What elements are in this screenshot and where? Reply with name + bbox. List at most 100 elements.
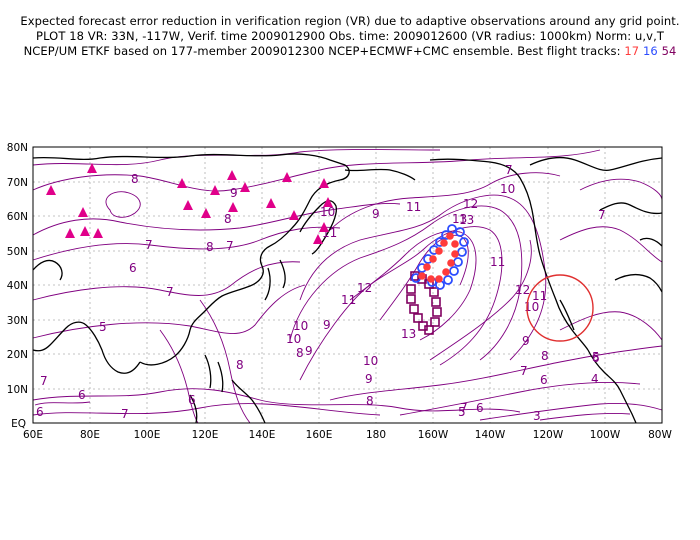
contour-label: 3 (533, 409, 541, 423)
track-marker (406, 294, 416, 304)
verification-region-circle (526, 274, 594, 342)
track-marker (446, 232, 454, 240)
triangle-marker (87, 163, 97, 173)
contour-label: 6 (36, 405, 44, 419)
contour-label: 11 (341, 293, 356, 307)
triangle-marker (282, 172, 292, 182)
contour-label: 8 (206, 240, 214, 254)
triangle-marker (177, 178, 187, 188)
contour-label: 9 (305, 344, 313, 358)
latitude-labels: EQ 10N 20N 30N 40N 50N 60N 70N 80N (7, 142, 28, 430)
triangle-marker (240, 182, 250, 192)
lat-label: 10N (7, 384, 28, 396)
track-marker (406, 284, 416, 294)
track-label-16: 16 (642, 44, 658, 58)
track-marker (424, 325, 434, 335)
contour-labels: 8 9 8 7 6 7 8 7 5 6 7 6 8 9 10 11 12 13 … (36, 163, 606, 423)
contour-label: 8 (224, 212, 232, 226)
track-marker (443, 275, 453, 285)
lat-label: 20N (7, 349, 28, 361)
contour-label: 13 (459, 213, 474, 227)
contour-label: 10 (363, 354, 378, 368)
lon-label: 80E (80, 429, 100, 441)
triangle-marker (289, 210, 299, 220)
triangle-marker (46, 185, 56, 195)
contour-label: 7 (40, 374, 48, 388)
contour-label: 11 (532, 289, 547, 303)
title-line-3: NCEP/UM ETKF based on 177-member 2009012… (0, 44, 700, 59)
contour-label: 6 (540, 373, 548, 387)
track-marker (431, 297, 441, 307)
track-marker (455, 227, 465, 237)
lon-label: 100E (134, 429, 161, 441)
triangle-marker (201, 208, 211, 218)
contour-label: 6 (129, 261, 137, 275)
lat-label: 30N (7, 315, 28, 327)
triangle-marker (319, 178, 329, 188)
lon-label: 180 (366, 429, 386, 441)
triangle-marker (65, 228, 75, 238)
contour-lines (32, 149, 663, 424)
contour-label: 8 (366, 394, 374, 408)
contour-label: 11 (490, 255, 505, 269)
contour-label: 6 (78, 388, 86, 402)
lon-label: 60E (23, 429, 43, 441)
track-marker (418, 272, 426, 280)
contour-label: 4 (591, 372, 599, 386)
lat-label: 80N (7, 142, 28, 154)
track-marker (459, 237, 469, 247)
contour-label: 6 (188, 393, 196, 407)
contour-label: 10 (500, 182, 515, 196)
contour-label: 6 (476, 401, 484, 415)
contour-label: 9 (365, 372, 373, 386)
contour-label: 10 (286, 332, 301, 346)
contour-label: 13 (452, 212, 467, 226)
track-label-17: 17 (624, 44, 640, 58)
track-marker (427, 275, 435, 283)
contour-label: 7 (505, 163, 513, 177)
contour-label: 7 (460, 401, 468, 415)
track-marker (440, 239, 448, 247)
track-marker (449, 266, 459, 276)
track-marker (409, 304, 419, 314)
track-marker (430, 317, 440, 327)
contour-label: 5 (592, 350, 600, 364)
flight-track-17 (418, 232, 459, 283)
triangle-marker (313, 234, 323, 244)
contour-label: 9 (372, 207, 380, 221)
track-marker (447, 224, 457, 234)
contour-label: 12 (515, 283, 530, 297)
contour-label: 5 (99, 320, 107, 334)
contour-label: 8 (541, 349, 549, 363)
contour-label: 8 (131, 172, 139, 186)
title-line-2: PLOT 18 VR: 33N, -117W, Verif. time 2009… (36, 29, 664, 43)
track-marker (451, 250, 459, 258)
triangle-marker (80, 226, 90, 236)
lon-label: 120W (533, 429, 564, 441)
contour-label: 7 (598, 208, 606, 222)
triangle-marker (323, 197, 333, 207)
triangle-marker (266, 198, 276, 208)
contour-label: 10 (320, 205, 335, 219)
contour-label: 8 (296, 346, 304, 360)
contour-label: 9 (230, 186, 238, 200)
contour-label: 12 (463, 197, 478, 211)
lat-label: EQ (11, 418, 26, 430)
contour-label: 11 (406, 200, 421, 214)
triangle-marker (319, 222, 329, 232)
track-marker (457, 247, 467, 257)
track-marker (442, 268, 450, 276)
contour-label: 7 (226, 239, 234, 253)
lon-label: 100W (590, 429, 621, 441)
title-line-1: Expected forecast error reduction in ver… (20, 14, 680, 28)
triangle-marker (93, 228, 103, 238)
lat-label: 40N (7, 280, 28, 292)
track-label-54: 54 (661, 44, 677, 58)
contour-label: 13 (401, 327, 416, 341)
track-marker (447, 259, 455, 267)
track-marker (413, 313, 423, 323)
contour-label: 12 (357, 281, 372, 295)
lon-label: 140E (249, 429, 276, 441)
observation-triangles (46, 163, 333, 244)
